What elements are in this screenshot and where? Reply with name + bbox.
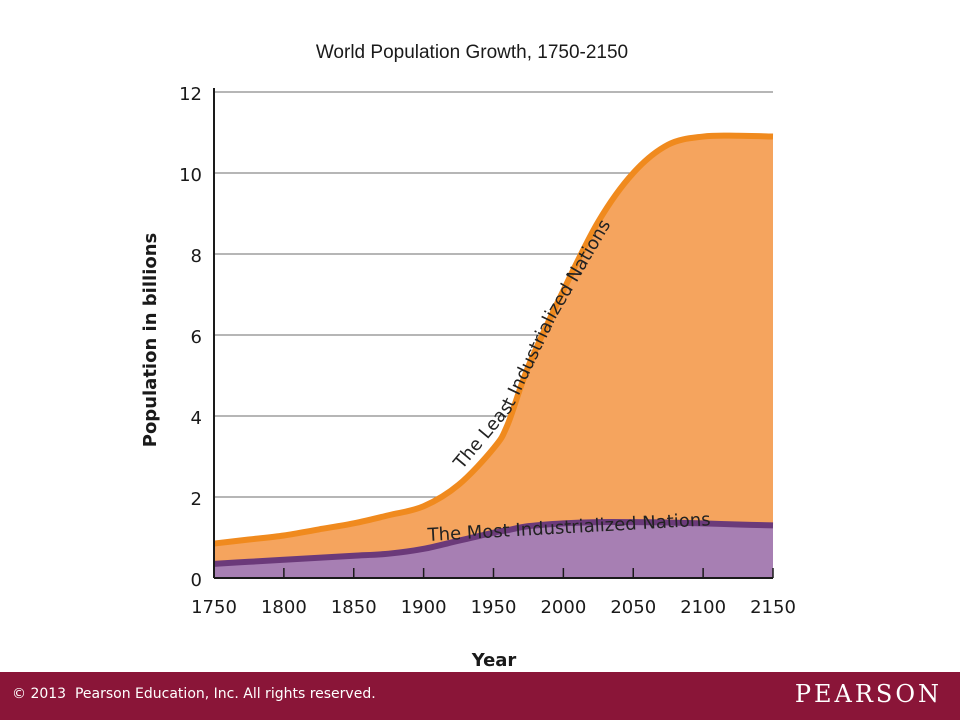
area-series-0 [214,522,773,578]
y-tick-label-4: 4 [191,408,202,429]
area-layer [214,135,773,579]
x-tick-label-1950: 1950 [471,597,517,618]
line-series-1 [213,132,774,547]
area-series-1 [214,135,773,579]
x-tick-label-1850: 1850 [331,597,377,618]
y-tick-label-12: 12 [179,84,202,105]
pearson-logo: PEARSON [794,680,942,708]
line-series-0 [213,519,774,567]
x-tick-label-1900: 1900 [401,597,447,618]
footer-bar: © 2013 Pearson Education, Inc. All right… [0,672,960,720]
y-axis-title: Population in billions [140,233,161,448]
copyright-text: © 2013 Pearson Education, Inc. All right… [12,686,376,702]
population-chart: World Population Growth, 1750-2150 1750 1… [140,42,796,671]
y-tick-label-6: 6 [191,327,202,348]
y-tick-label-10: 10 [179,165,202,186]
x-tick-label-1800: 1800 [261,597,307,618]
x-tick-label-2150: 2150 [750,597,796,618]
line-layer [213,132,774,567]
y-tick-label-2: 2 [191,489,202,510]
y-tick-label-8: 8 [191,246,202,267]
tick-labels: 1750 1800 1850 1900 1950 2000 2050 2100 2150 0 2 4 6… [179,84,796,618]
y-tick-label-0: 0 [191,570,202,591]
x-tick-label-2000: 2000 [540,597,586,618]
x-tick-label-1750: 1750 [191,597,237,618]
x-tick-label-2050: 2050 [610,597,656,618]
chart-title: World Population Growth, 1750-2150 [316,42,628,63]
x-axis-title: Year [471,650,517,671]
x-tick-label-2100: 2100 [680,597,726,618]
